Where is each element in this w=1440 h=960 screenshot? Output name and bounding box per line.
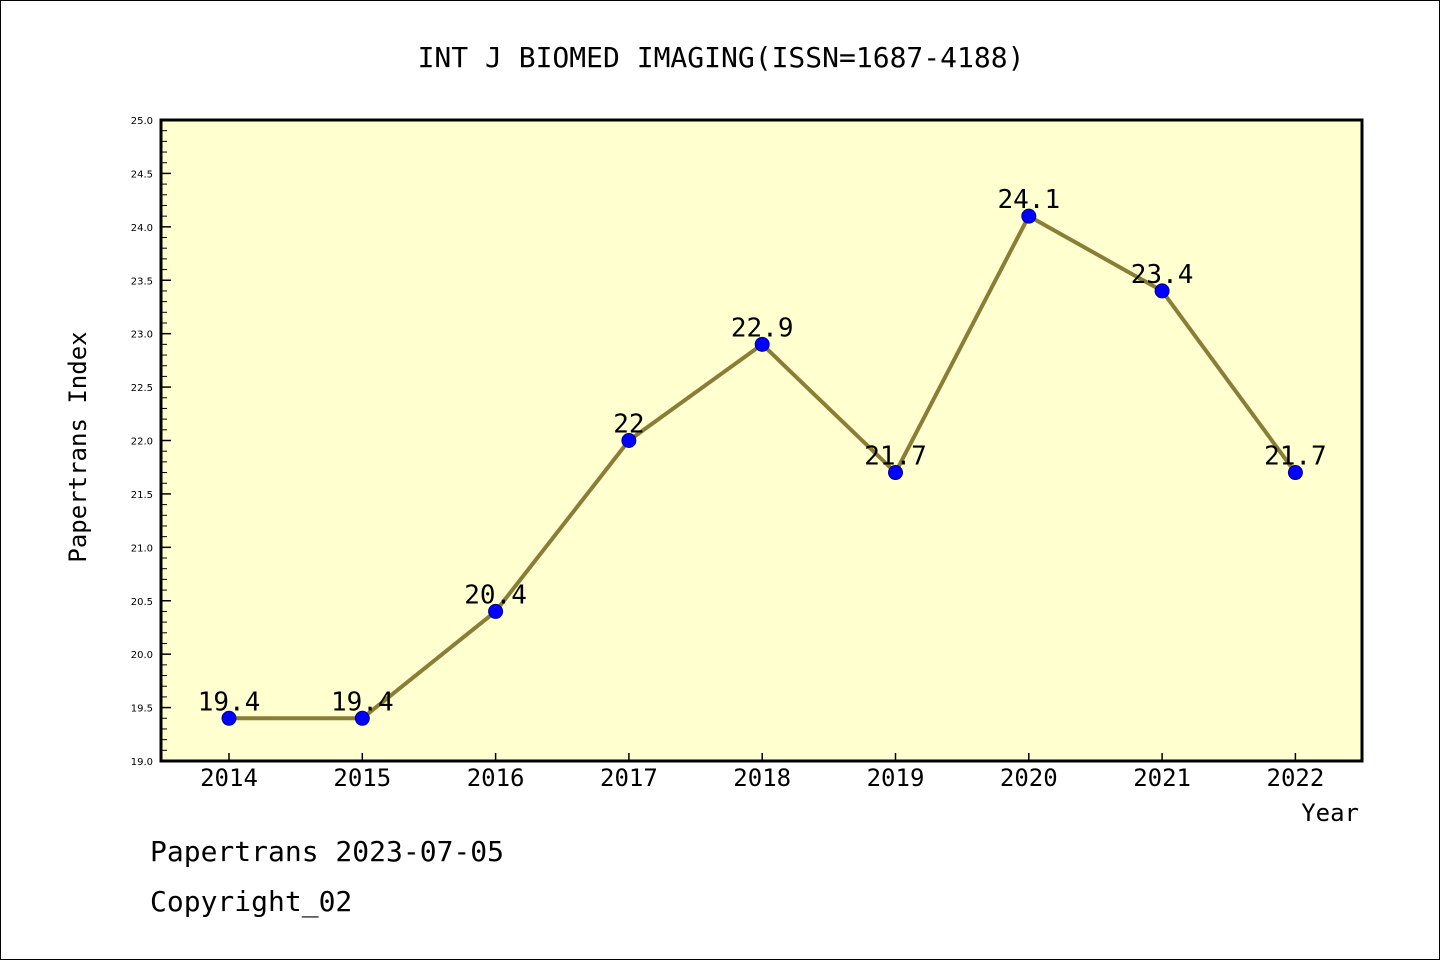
data-label: 22.9 — [731, 313, 794, 343]
x-tick-label: 2017 — [600, 764, 658, 792]
y-tick-label: 20.5 — [131, 597, 153, 608]
footer-copyright: Copyright_02 — [150, 885, 353, 918]
x-tick-label: 2021 — [1133, 764, 1191, 792]
x-tick-label: 2016 — [467, 764, 525, 792]
y-axis-ticks: 19.0 19.5 20.0 20.5 21.0 21.5 22.0 22.5 23.0 23.5… — [131, 116, 171, 768]
data-label: 21.7 — [864, 442, 927, 472]
y-tick-label: 23.0 — [131, 330, 153, 341]
data-points — [221, 208, 1303, 726]
y-tick-label: 21.5 — [131, 490, 153, 501]
data-point — [1287, 465, 1303, 481]
plot-area — [159, 118, 1364, 763]
data-point — [1154, 283, 1170, 299]
data-point — [488, 603, 504, 619]
y-tick-label: 20.0 — [131, 650, 153, 661]
y-axis-label: Papertrans Index — [64, 331, 92, 562]
x-axis-label: Year — [1301, 799, 1359, 827]
y-tick-label: 22.5 — [131, 383, 153, 394]
y-tick-label: 19.0 — [131, 757, 153, 768]
data-point — [621, 433, 637, 448]
data-point — [1021, 208, 1037, 224]
y-tick-label: 21.0 — [131, 543, 153, 554]
data-label: 20.4 — [464, 580, 527, 610]
chart-title: INT J BIOMED IMAGING(ISSN=1687-4188) — [418, 41, 1025, 74]
data-label: 21.7 — [1264, 442, 1327, 472]
x-tick-label: 2014 — [200, 764, 258, 792]
data-label: 23.4 — [1131, 260, 1194, 290]
data-label: 19.4 — [331, 687, 394, 717]
y-tick-label: 23.5 — [131, 276, 153, 287]
y-tick-label: 24.5 — [131, 169, 153, 180]
x-axis-ticks: 2014 2015 2016 2017 2018 2019 2020 2021 2022 — [200, 753, 1324, 792]
data-point — [354, 710, 370, 726]
data-point — [221, 710, 237, 726]
x-tick-label: 2022 — [1267, 764, 1325, 792]
x-tick-label: 2015 — [333, 764, 391, 792]
footer-source-date: Papertrans 2023-07-05 — [150, 835, 505, 868]
y-tick-label: 25.0 — [131, 116, 153, 127]
y-tick-label: 24.0 — [131, 223, 153, 234]
data-label: 22 — [613, 410, 644, 440]
data-label: 19.4 — [198, 687, 261, 717]
x-tick-label: 2020 — [1000, 764, 1058, 792]
data-labels: 19.4 19.4 20.4 22 22.9 21.7 24.1 23.4 21.7 — [198, 185, 1327, 717]
data-point — [888, 465, 903, 481]
x-tick-label: 2018 — [733, 764, 791, 792]
data-label: 24.1 — [997, 185, 1060, 215]
y-tick-label: 19.5 — [131, 704, 153, 715]
x-tick-label: 2019 — [867, 764, 925, 792]
data-point — [754, 336, 770, 352]
y-tick-label: 22.0 — [131, 437, 153, 448]
